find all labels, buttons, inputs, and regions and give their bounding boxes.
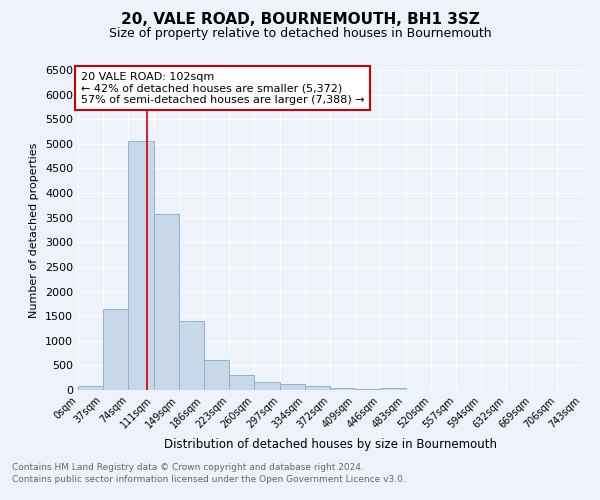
Bar (355, 389, 380, 390)
Text: 20 VALE ROAD: 102sqm
← 42% of detached houses are smaller (5,372)
57% of semi-de: 20 VALE ROAD: 102sqm ← 42% of detached h… (80, 72, 364, 105)
Bar (154, 214, 179, 390)
Bar (254, 382, 280, 390)
Text: Contains public sector information licensed under the Open Government Licence v3: Contains public sector information licen… (12, 474, 406, 484)
Bar (179, 321, 204, 390)
Text: Contains HM Land Registry data © Crown copyright and database right 2024.: Contains HM Land Registry data © Crown c… (12, 464, 364, 472)
Y-axis label: Number of detached properties: Number of detached properties (29, 142, 40, 318)
Bar (103, 309, 128, 390)
X-axis label: Distribution of detached houses by size in Bournemouth: Distribution of detached houses by size … (163, 438, 497, 451)
Bar (305, 386, 330, 390)
Bar (78, 386, 103, 390)
Bar (128, 142, 154, 390)
Bar (229, 375, 254, 390)
Bar (330, 388, 355, 390)
Bar (204, 360, 229, 390)
Bar (380, 388, 406, 390)
Text: Size of property relative to detached houses in Bournemouth: Size of property relative to detached ho… (109, 28, 491, 40)
Text: 20, VALE ROAD, BOURNEMOUTH, BH1 3SZ: 20, VALE ROAD, BOURNEMOUTH, BH1 3SZ (121, 12, 479, 28)
Bar (280, 384, 305, 390)
